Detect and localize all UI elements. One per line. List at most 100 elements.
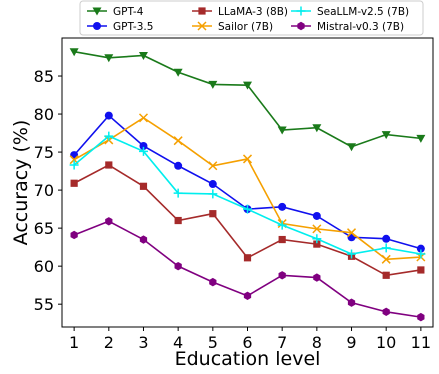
x-tick-label: 7	[277, 333, 287, 352]
data-point	[243, 204, 252, 214]
data-point	[347, 298, 356, 307]
legend-item-mistral-v0-3-7b: Mistral-v0.3 (7B)	[291, 21, 404, 33]
data-point	[277, 220, 287, 230]
data-point	[312, 224, 322, 234]
series-line	[73, 220, 421, 318]
data-point	[278, 202, 287, 211]
series-layer	[69, 48, 426, 322]
data-point	[416, 244, 425, 253]
legend-marker	[93, 22, 101, 30]
data-point	[347, 143, 357, 152]
y-axis: 55 60 65 70 75 80 85	[34, 67, 62, 314]
legend-box	[79, 0, 424, 36]
data-point	[104, 131, 114, 141]
x-tick-label: 2	[104, 333, 114, 352]
data-point	[104, 54, 114, 63]
data-point	[243, 81, 252, 90]
x-tick-label: 9	[346, 333, 356, 352]
data-point	[139, 141, 148, 150]
data-point	[69, 160, 79, 170]
x-tick-label: 11	[411, 333, 431, 352]
data-point	[138, 146, 148, 156]
data-point	[242, 154, 253, 164]
series-gpt-4	[69, 48, 426, 152]
y-tick-label: 65	[34, 219, 54, 238]
x-tick-label: 4	[173, 333, 183, 352]
x-axis-label: Education level	[175, 348, 321, 370]
data-point	[104, 111, 113, 120]
series-llama-3-8b	[70, 161, 425, 279]
y-tick-label: 55	[34, 295, 54, 314]
data-point	[381, 254, 391, 264]
data-point	[105, 161, 113, 169]
data-point	[381, 131, 391, 140]
data-point	[312, 234, 322, 244]
y-tick-label: 80	[34, 105, 54, 124]
data-point	[277, 126, 287, 135]
series-seallm-v2-5-7b	[69, 131, 426, 259]
data-point	[312, 124, 322, 133]
data-point	[174, 216, 182, 225]
data-point	[173, 136, 183, 146]
data-point	[139, 235, 148, 244]
legend-label: Mistral-v0.3 (7B)	[317, 21, 404, 33]
series-line	[73, 114, 422, 250]
data-point	[174, 161, 183, 170]
legend-label: GPT-3.5	[113, 21, 153, 33]
data-point	[138, 51, 148, 60]
data-point	[346, 228, 357, 238]
data-point	[382, 234, 391, 243]
data-point	[70, 179, 78, 187]
legend: GPT-4 GPT-3.5 LLaMA-3 (8B) Sailor (7B) SeaLL…	[79, 0, 424, 36]
legend-item-gpt-3-5: GPT-3.5	[87, 21, 153, 33]
data-point	[416, 134, 426, 143]
data-point	[347, 249, 357, 259]
legend-marker	[198, 7, 206, 15]
series-sailor-7b	[69, 113, 426, 264]
data-point	[243, 254, 252, 262]
data-point	[313, 240, 321, 248]
data-point	[208, 80, 218, 89]
data-point	[139, 182, 148, 190]
data-point	[417, 312, 425, 322]
data-point	[416, 249, 426, 259]
y-tick-label: 85	[34, 67, 54, 86]
legend-marker	[92, 7, 102, 16]
y-tick-label: 75	[34, 143, 54, 162]
x-tick-label: 3	[138, 333, 148, 352]
data-point	[381, 243, 391, 253]
x-tick-label: 6	[242, 333, 252, 352]
legend-label: SeaLLM-v2.5 (7B)	[317, 6, 409, 18]
data-point	[138, 113, 149, 123]
y-axis-label: Accuracy (%)	[10, 120, 32, 246]
data-point	[173, 68, 183, 77]
data-point	[105, 217, 113, 226]
y-tick-label: 60	[34, 257, 54, 276]
data-point	[209, 210, 217, 218]
y-tick-label: 70	[34, 181, 54, 200]
data-point	[313, 273, 321, 282]
series-mistral-v0-3-7b	[70, 217, 425, 322]
legend-marker	[297, 21, 305, 31]
legend-marker	[197, 21, 207, 31]
data-point	[312, 211, 321, 220]
legend-marker	[296, 6, 306, 16]
data-point	[278, 271, 286, 280]
data-point	[382, 271, 390, 279]
legend-item-gpt-4: GPT-4	[87, 6, 144, 18]
series-line	[73, 50, 421, 148]
x-tick-label: 5	[208, 333, 218, 352]
data-point	[173, 188, 183, 198]
data-point	[69, 48, 79, 57]
x-tick-label: 8	[312, 333, 322, 352]
plot-frame	[61, 37, 434, 328]
x-axis: 1 2 3 4 5 6 7 8 9 10 11	[69, 327, 431, 352]
legend-item-seallm-v2-5-7b: SeaLLM-v2.5 (7B)	[291, 6, 409, 18]
data-point	[208, 189, 218, 199]
data-point	[382, 307, 390, 316]
legend-label: GPT-4	[113, 6, 144, 18]
data-point	[70, 230, 78, 240]
data-point	[209, 277, 217, 287]
data-point	[174, 261, 182, 271]
